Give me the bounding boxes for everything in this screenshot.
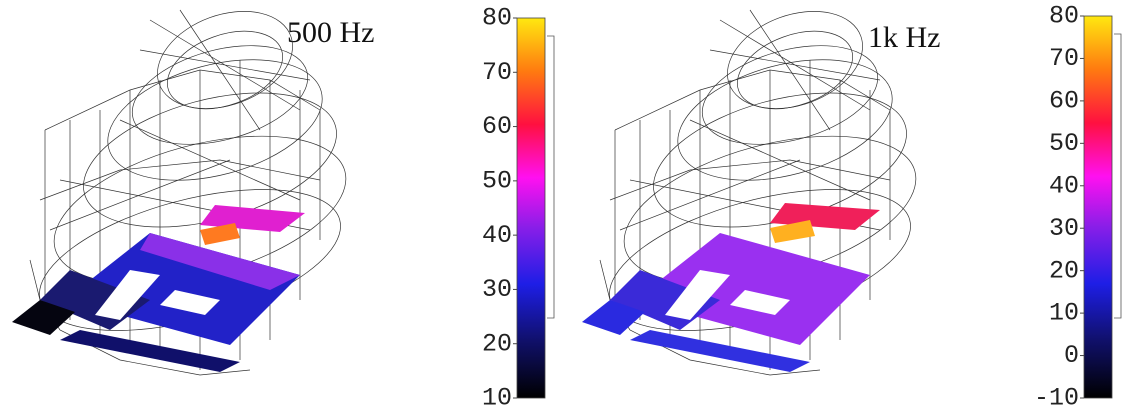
tick-label: 30	[482, 275, 512, 304]
figure: 500 Hz 1k Hz 80 70 60 50 40 30 20 10 80 70 60 50 40 3…	[0, 0, 1126, 418]
tick-label: 0	[1064, 341, 1079, 370]
building-right	[582, 0, 932, 375]
tick-label: 50	[482, 166, 512, 195]
building-left	[12, 0, 362, 375]
tick-label: 50	[1049, 129, 1079, 158]
tick-label: 60	[1049, 86, 1079, 115]
colorbar	[1084, 16, 1112, 398]
tick-label: 80	[482, 4, 512, 33]
tick-label: 40	[482, 221, 512, 250]
tick-label: 10	[1049, 299, 1079, 328]
tick-label: 60	[482, 112, 512, 141]
tick-label: -10	[1034, 384, 1079, 413]
colorbar-bracket	[547, 36, 554, 318]
panel-title: 500 Hz	[287, 16, 374, 49]
tick-label: 80	[1049, 2, 1079, 31]
tick-label: 20	[1049, 256, 1079, 285]
colorbar	[517, 18, 545, 398]
tick-label: 70	[1049, 44, 1079, 73]
tick-label: 70	[482, 58, 512, 87]
tick-label: 40	[1049, 171, 1079, 200]
panel-title: 1k Hz	[868, 21, 940, 54]
tick-label: 20	[482, 329, 512, 358]
tick-label: 30	[1049, 214, 1079, 243]
tick-label: 10	[482, 384, 512, 413]
colorbar-bracket	[1114, 34, 1121, 318]
